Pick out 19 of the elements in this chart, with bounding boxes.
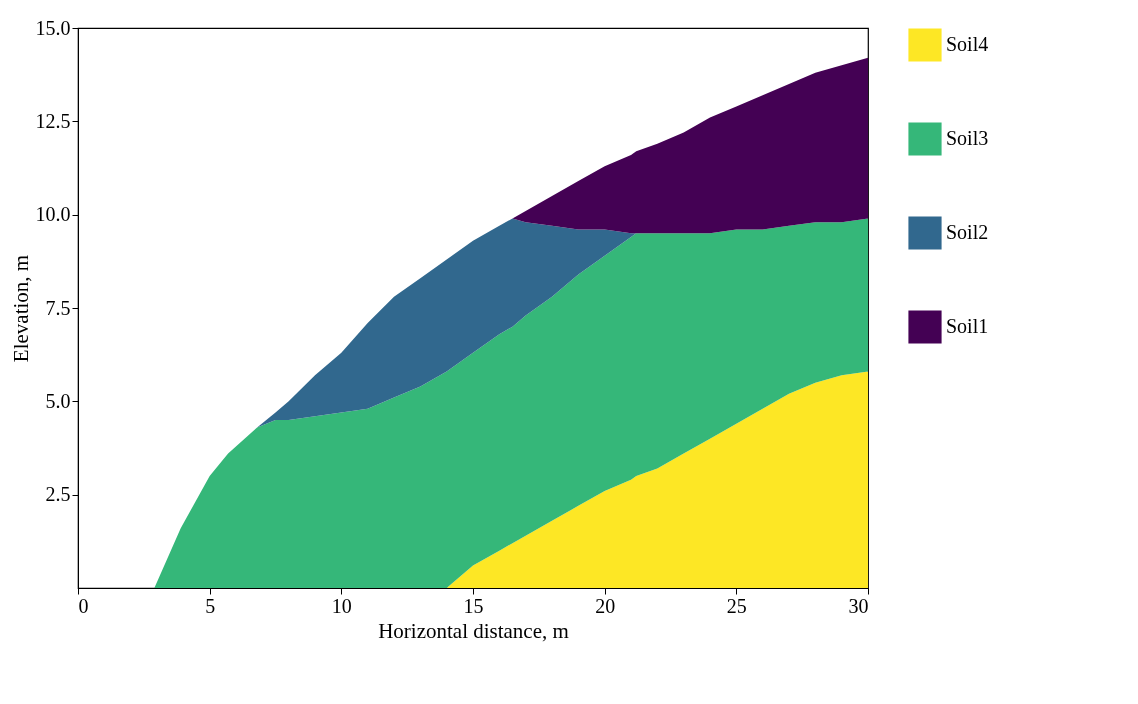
y-tick-label: 5.0 <box>45 389 71 412</box>
x-tick-label: 30 <box>848 594 869 617</box>
x-tick-label: 25 <box>726 594 747 617</box>
x-tick-label: 20 <box>595 594 616 617</box>
y-tick-label: 2.5 <box>45 483 71 506</box>
x-tick-label: 10 <box>331 594 352 617</box>
legend-label: Soil1 <box>946 315 989 337</box>
legend-label: Soil3 <box>946 127 989 149</box>
y-tick-label: 15.0 <box>35 16 71 39</box>
y-axis-title: Elevation, m <box>8 254 33 363</box>
legend-label: Soil4 <box>946 33 989 55</box>
y-tick-label: 7.5 <box>45 296 71 319</box>
y-tick-label: 10.0 <box>35 203 71 226</box>
x-tick-label: 0 <box>78 594 89 617</box>
x-tick-label: 15 <box>463 594 484 617</box>
x-axis-title: Horizontal distance, m <box>378 618 569 643</box>
y-tick-label: 12.5 <box>35 109 71 132</box>
legend-label: Soil2 <box>946 221 989 243</box>
x-tick-label: 5 <box>205 594 216 617</box>
